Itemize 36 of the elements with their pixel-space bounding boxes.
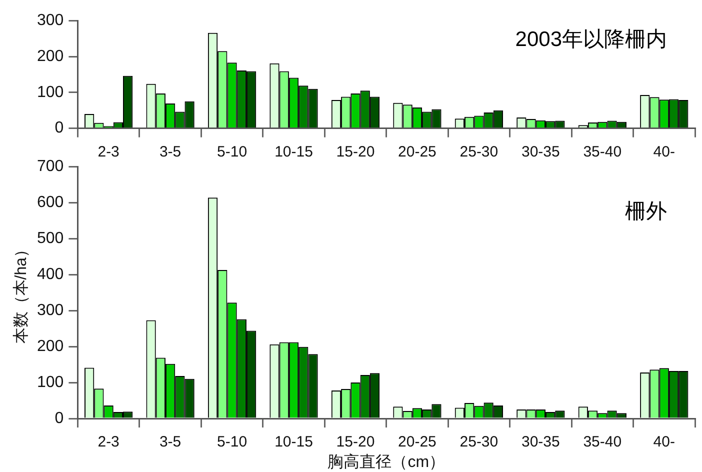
text: 柵外 xyxy=(625,200,667,223)
chart-title: 2003年以降柵内 xyxy=(515,28,667,51)
x-tick-label: 25-30 xyxy=(460,434,498,451)
x-tick-label: 40- xyxy=(653,143,675,160)
x-tick-label: 30-35 xyxy=(521,143,560,160)
x-tick-label: 20-25 xyxy=(398,434,436,451)
x-tick-label: 5-10 xyxy=(217,434,248,451)
x-tick-label: 15-20 xyxy=(336,434,375,451)
x-tick-label: 35-40 xyxy=(583,434,622,451)
y-tick-label: 200 xyxy=(36,338,64,355)
y-axis-title: 本数（本/ha） xyxy=(12,241,30,344)
y-tick-label: 0 xyxy=(54,410,64,427)
x-tick-label: 2-3 xyxy=(98,143,120,160)
x-tick-label: 20-25 xyxy=(398,143,436,160)
y-tick-label: 200 xyxy=(36,48,64,65)
y-tick-label: 100 xyxy=(36,374,64,391)
x-tick-label: 5-10 xyxy=(217,143,248,160)
y-tick-label: 100 xyxy=(36,84,64,101)
x-tick-label: 30-35 xyxy=(521,434,560,451)
x-tick-label: 15-20 xyxy=(336,143,375,160)
x-tick-label: 35-40 xyxy=(583,143,622,160)
y-tick-label: 700 xyxy=(36,158,64,176)
y-tick-label: 0 xyxy=(54,120,64,137)
x-tick-label: 10-15 xyxy=(274,434,313,451)
x-tick-label: 3-5 xyxy=(159,143,182,160)
y-tick-label: 500 xyxy=(36,230,64,248)
y-tick-label: 600 xyxy=(36,194,64,212)
x-tick-label: 10-15 xyxy=(274,143,313,160)
x-tick-label: 40- xyxy=(653,434,675,451)
x-tick-label: 3-5 xyxy=(159,434,182,451)
y-tick-label: 400 xyxy=(36,266,64,284)
y-tick-label: 300 xyxy=(36,12,64,30)
x-tick-label: 25-30 xyxy=(460,143,498,160)
y-tick-label: 300 xyxy=(36,302,64,319)
x-tick-label: 2-3 xyxy=(98,434,120,451)
x-axis-title: 胸高直径（cm） xyxy=(328,452,446,471)
